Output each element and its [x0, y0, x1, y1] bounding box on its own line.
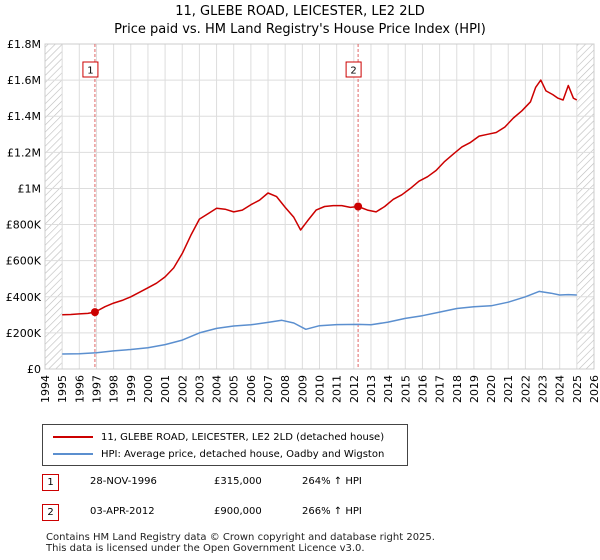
x-tick-label: 2001 — [159, 375, 172, 403]
x-tick-label: 2012 — [348, 375, 361, 403]
plot-border — [44, 43, 595, 370]
y-tick-label: £400K — [6, 291, 42, 304]
y-tick-label: £1.4M — [7, 110, 41, 123]
legend-item-property: 11, GLEBE ROAD, LEICESTER, LE2 2LD (deta… — [53, 430, 384, 444]
x-tick-label: 2024 — [554, 375, 567, 403]
price-chart: £0 £200K £400K £600K £800K £1M £1.2M £1.4M £1.6M… — [6, 38, 600, 403]
x-tick-label: 2021 — [502, 375, 515, 403]
sale-marker-label: 1 — [87, 66, 93, 77]
x-tick-label: 2014 — [382, 375, 395, 403]
sale-price: £315,000 — [214, 476, 262, 487]
legend-label-property: 11, GLEBE ROAD, LEICESTER, LE2 2LD (deta… — [101, 431, 385, 443]
footer-copyright: Contains HM Land Registry data © Crown c… — [46, 532, 435, 543]
chart-title: 11, GLEBE ROAD, LEICESTER, LE2 2LD — [175, 4, 425, 19]
x-tick-label: 2022 — [519, 375, 532, 403]
sale-number-badge: 1 — [42, 474, 59, 491]
hatched-period — [576, 44, 594, 369]
sale-marker-box — [82, 61, 99, 78]
y-tick-label: £1.2M — [7, 146, 41, 159]
x-tick-label: 1999 — [125, 375, 138, 403]
x-tick-label: 2023 — [537, 375, 550, 403]
sale-marker-box — [345, 61, 362, 78]
x-tick-label: 1998 — [108, 375, 121, 403]
y-tick-label: £600K — [6, 255, 42, 268]
y-tick-label: £1.8M — [7, 38, 41, 51]
legend-item-hpi: HPI: Average price, detached house, Oadb… — [53, 447, 384, 461]
x-tick-label: 2018 — [451, 375, 464, 403]
y-tick-label: £800K — [6, 219, 42, 232]
x-tick-label: 2025 — [571, 375, 584, 403]
x-tick-label: 2000 — [142, 375, 155, 403]
x-tick-label: 2016 — [416, 375, 429, 403]
x-tick-label: 1996 — [73, 375, 86, 403]
x-tick-label: 1997 — [90, 375, 103, 403]
sale-date: 03-APR-2012 — [90, 506, 155, 517]
x-tick-label: 2005 — [228, 375, 241, 403]
x-tick-label: 2019 — [468, 375, 481, 403]
x-tick-label: 2008 — [279, 375, 292, 403]
sale-number-badge: 2 — [42, 504, 59, 521]
x-tick-label: 1994 — [39, 375, 52, 403]
x-tick-label: 2010 — [314, 375, 327, 403]
hatched-period — [45, 44, 63, 369]
x-tick-label: 2004 — [211, 375, 224, 403]
x-tick-label: 2026 — [588, 375, 600, 403]
legend-swatch-hpi — [53, 453, 93, 455]
chart-subtitle: Price paid vs. HM Land Registry's House … — [114, 22, 486, 37]
chart-legend: 11, GLEBE ROAD, LEICESTER, LE2 2LD (deta… — [42, 424, 408, 466]
x-tick-label: 2020 — [485, 375, 498, 403]
sale-date: 28-NOV-1996 — [90, 476, 157, 487]
y-tick-label: £1M — [18, 182, 42, 195]
y-tick-label: £200K — [6, 327, 42, 340]
x-tick-label: 1995 — [56, 375, 69, 403]
sale-price: £900,000 — [214, 506, 262, 517]
sale-hpi-change: 266% ↑ HPI — [302, 506, 362, 517]
legend-label-hpi: HPI: Average price, detached house, Oadb… — [101, 448, 385, 460]
x-tick-label: 2009 — [296, 375, 309, 403]
x-tick-label: 2002 — [176, 375, 189, 403]
property-price-line — [62, 79, 578, 316]
sale-point — [90, 308, 99, 317]
sale-point — [354, 202, 363, 211]
x-tick-label: 2013 — [365, 375, 378, 403]
hpi-line — [62, 290, 577, 355]
x-tick-label: 2011 — [331, 375, 344, 403]
x-tick-label: 2007 — [262, 375, 275, 403]
sale-hpi-change: 264% ↑ HPI — [302, 476, 362, 487]
y-tick-label: £0 — [27, 363, 41, 376]
sale-marker-label: 2 — [350, 66, 356, 77]
y-tick-label: £1.6M — [7, 74, 41, 87]
legend-swatch-property — [53, 436, 93, 438]
x-tick-label: 2015 — [399, 375, 412, 403]
x-tick-label: 2003 — [193, 375, 206, 403]
x-tick-label: 2006 — [245, 375, 258, 403]
x-tick-label: 2017 — [434, 375, 447, 403]
footer-licence: This data is licensed under the Open Gov… — [46, 543, 365, 554]
